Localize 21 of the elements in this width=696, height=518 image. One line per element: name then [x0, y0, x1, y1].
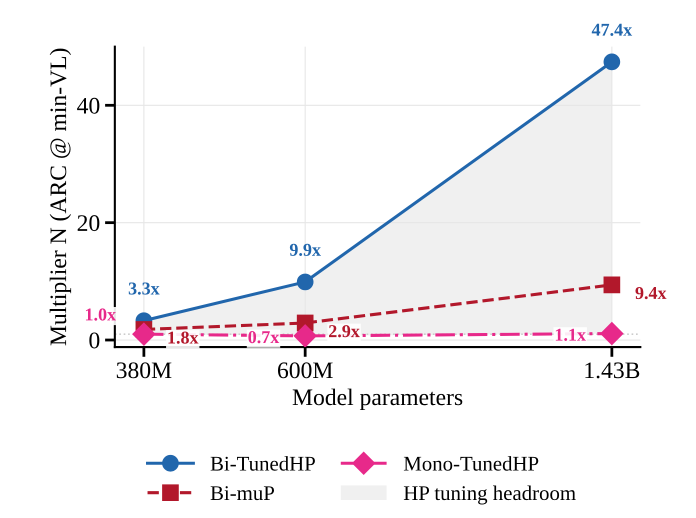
data-label: 1.0x: [86, 308, 116, 321]
y-tick-label: 0: [89, 332, 100, 348]
y-tick-label: 20: [78, 215, 100, 232]
legend-label: Bi-TunedHP: [210, 456, 315, 471]
data-label: 47.4x: [592, 24, 632, 36]
y-axis-title: Multiplier N (ARC @ min-VL): [50, 48, 72, 346]
data-label: 3.3x: [128, 282, 160, 295]
data-label: 9.9x: [290, 244, 321, 256]
data-label: 1.1x: [556, 328, 586, 341]
data-label: 2.9x: [329, 325, 360, 338]
x-tick-label: 600M: [278, 362, 333, 378]
x-tick-label: 1.43B: [585, 362, 640, 378]
data-label: 9.4x: [635, 286, 666, 300]
x-axis-title: Model parameters: [292, 388, 462, 410]
legend-label: Mono-TunedHP: [404, 456, 538, 471]
data-label: 0.7x: [248, 331, 280, 344]
y-tick-label: 40: [77, 98, 100, 114]
x-tick-label: 380M: [116, 362, 172, 378]
data-label: 1.8x: [168, 332, 198, 344]
legend-label: HP tuning headroom: [404, 486, 576, 504]
legend-label: Bi-muP: [210, 486, 274, 500]
